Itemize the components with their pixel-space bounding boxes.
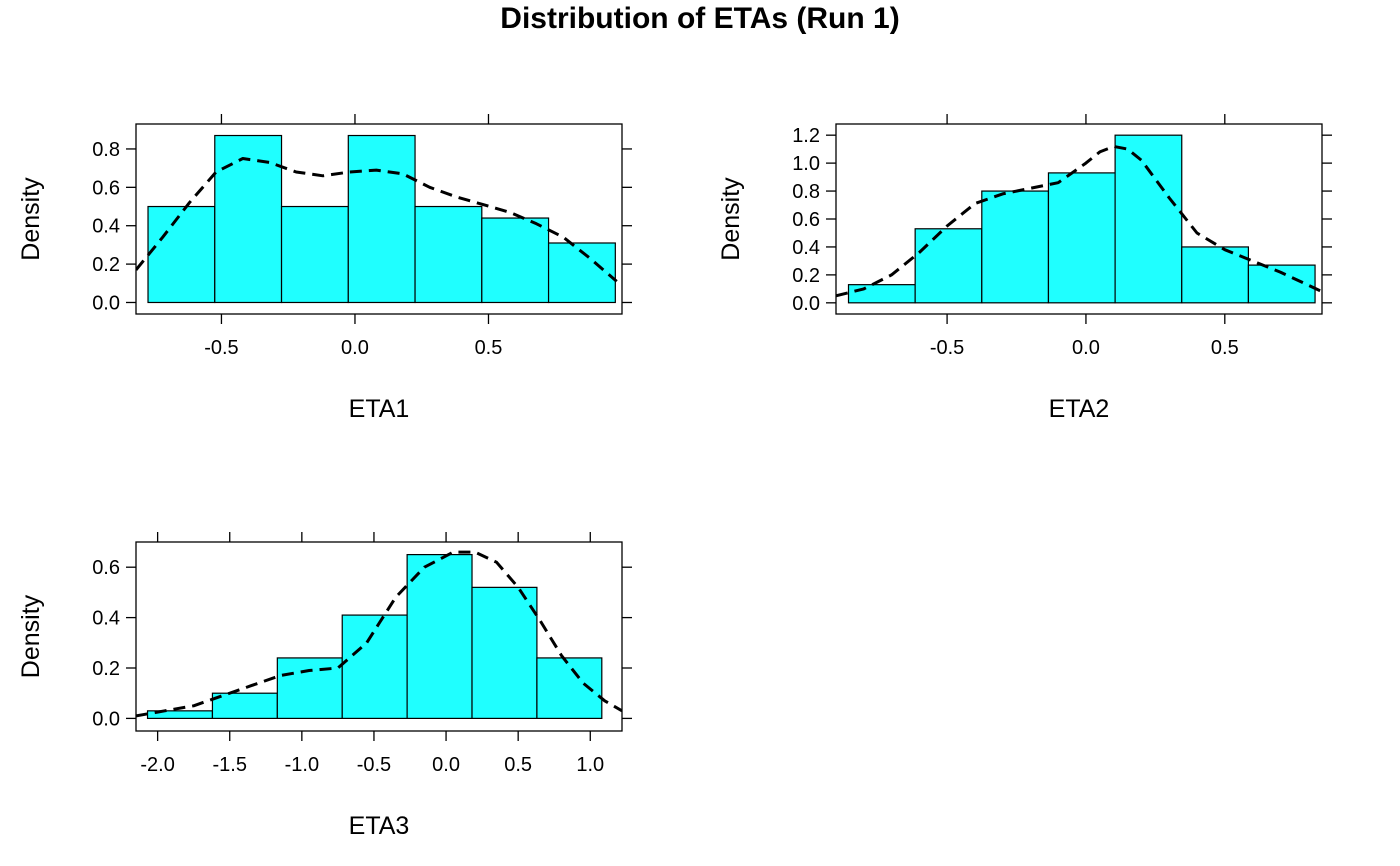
histogram-bar-3 xyxy=(276,657,343,719)
histogram-bar-5 xyxy=(406,553,473,719)
histogram-bar-5 xyxy=(1114,134,1183,304)
histogram-bar-6 xyxy=(1181,246,1250,304)
x-tick-label: 0.0 xyxy=(341,337,369,359)
panel-frame xyxy=(135,541,623,732)
y-tick-label: 0.4 xyxy=(92,216,120,238)
histogram-bar-7 xyxy=(1247,264,1316,304)
x-tick-label: 0.0 xyxy=(1072,337,1100,359)
x-axis-label: ETA3 xyxy=(349,812,410,840)
histogram-bar-4 xyxy=(347,134,416,304)
histogram-bar-6 xyxy=(471,586,538,719)
histogram-bar-6 xyxy=(481,217,550,304)
x-tick-label: 0.5 xyxy=(475,337,503,359)
y-tick-label: 0.6 xyxy=(792,209,820,231)
x-tick-label: -2.0 xyxy=(140,754,174,776)
y-axis-label: Density xyxy=(17,594,45,678)
y-axis-label: Density xyxy=(717,177,745,261)
x-tick-label: 0.5 xyxy=(504,754,532,776)
histogram-bar-2 xyxy=(914,228,983,304)
density-curve xyxy=(836,144,1322,298)
y-tick-label: 0.4 xyxy=(792,237,820,259)
histogram-bar-3 xyxy=(280,205,349,304)
x-tick-label: -0.5 xyxy=(204,337,238,359)
y-tick-label: 0.0 xyxy=(92,708,120,730)
histogram-bar-1 xyxy=(147,205,216,304)
x-tick-label: -0.5 xyxy=(357,754,391,776)
histogram-bar-4 xyxy=(341,614,408,720)
y-tick-label: 0.6 xyxy=(92,177,120,199)
x-tick-label: -1.0 xyxy=(285,754,319,776)
y-tick-label: 0.8 xyxy=(92,139,120,161)
histogram-bar-3 xyxy=(981,190,1050,304)
histogram-bar-2 xyxy=(214,134,283,304)
y-tick-label: 0.2 xyxy=(92,658,120,680)
histogram-bar-2 xyxy=(211,692,278,720)
panel-2: -0.5 0.0 0.5 0.0 0.2 0.4 0.6 0.8 1.0 1.2 ETA2 Densi… xyxy=(717,114,1332,423)
y-tick-label: 1.0 xyxy=(792,153,820,175)
x-tick-label: 0.0 xyxy=(432,754,460,776)
x-axis-label: ETA2 xyxy=(1049,395,1110,423)
x-tick-label: -1.5 xyxy=(213,754,247,776)
page-title: Distribution of ETAs (Run 1) xyxy=(500,2,900,35)
panel-1: -0.5 0.0 0.5 0.0 0.2 0.4 0.6 0.8 ETA1 Density xyxy=(17,114,632,423)
x-tick-label: 0.5 xyxy=(1211,337,1239,359)
histogram-bar-7 xyxy=(536,657,603,719)
y-tick-label: 0.0 xyxy=(792,293,820,315)
x-tick-label: -0.5 xyxy=(930,337,964,359)
y-axis-label: Density xyxy=(17,177,45,261)
y-tick-label: 0.0 xyxy=(92,292,120,314)
panel-frame xyxy=(135,123,623,315)
y-tick-label: 0.8 xyxy=(792,181,820,203)
x-tick-label: 1.0 xyxy=(576,754,604,776)
panel-3: -2.0 -1.5 -1.0 -0.5 0.0 0.5 1.0 0.0 0.2 0.4 0.6 ETA… xyxy=(17,532,632,840)
y-tick-label: 0.4 xyxy=(92,608,120,630)
histogram-bar-5 xyxy=(414,205,483,304)
y-tick-label: 0.2 xyxy=(92,254,120,276)
y-tick-label: 0.6 xyxy=(92,557,120,579)
y-tick-label: 0.2 xyxy=(792,265,820,287)
histogram-bar-4 xyxy=(1047,172,1116,304)
y-tick-label: 1.2 xyxy=(792,125,820,147)
histogram-bar-1 xyxy=(847,284,916,304)
density-curve xyxy=(136,157,618,283)
x-axis-label: ETA1 xyxy=(349,395,410,423)
